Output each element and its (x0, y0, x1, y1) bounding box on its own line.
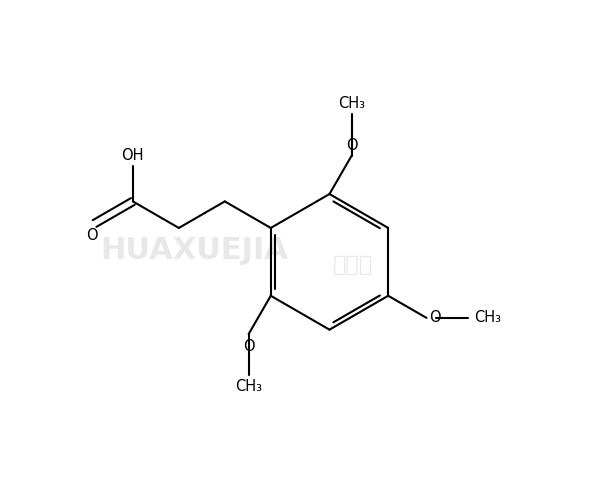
Text: HUAXUEJIA: HUAXUEJIA (100, 236, 288, 264)
Text: O: O (430, 310, 441, 325)
Text: OH: OH (122, 148, 144, 163)
Text: 化学加: 化学加 (333, 255, 373, 275)
Text: CH₃: CH₃ (338, 96, 365, 111)
Text: O: O (346, 138, 358, 153)
Text: CH₃: CH₃ (235, 379, 262, 394)
Text: O: O (86, 228, 97, 243)
Text: CH₃: CH₃ (473, 310, 500, 325)
Text: O: O (243, 339, 254, 354)
